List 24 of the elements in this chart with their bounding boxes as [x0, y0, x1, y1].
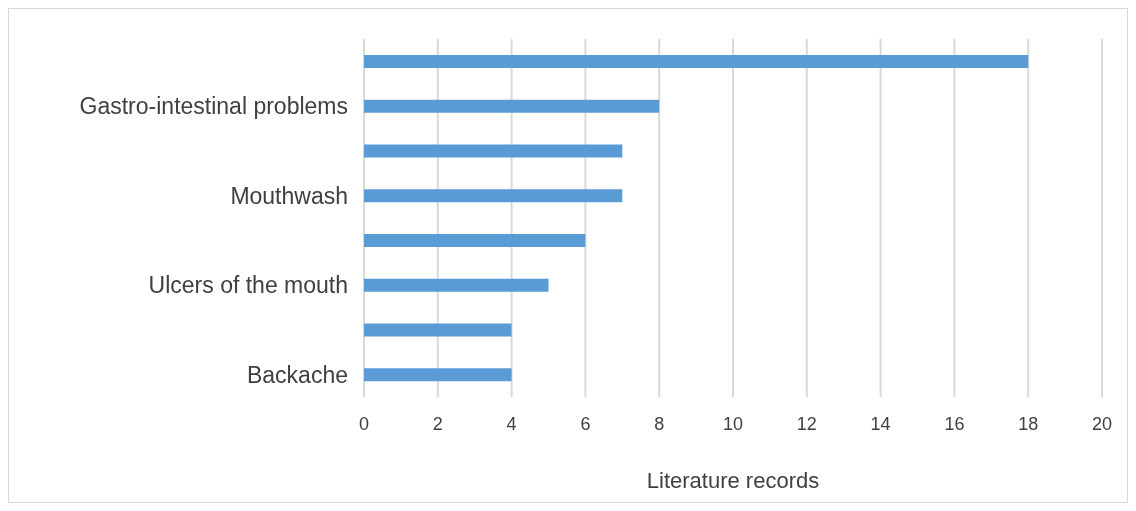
bar: [364, 55, 1029, 68]
x-tick-label: 6: [580, 413, 591, 434]
x-tick-label: 8: [654, 413, 665, 434]
x-axis-title: Literature records: [646, 468, 820, 493]
y-tick-label: Ulcers of the mouth: [148, 272, 348, 299]
bar: [364, 278, 549, 292]
bar: [364, 368, 512, 382]
x-tick-label: 10: [722, 413, 744, 434]
x-tick-label: 16: [944, 413, 965, 434]
x-tick-label: 4: [506, 413, 517, 434]
bar: [364, 234, 586, 247]
bar: [364, 99, 660, 113]
x-tick-label: 20: [1091, 413, 1113, 434]
x-tick-label: 14: [870, 413, 891, 434]
y-tick-label: Gastro-intestinal problems: [79, 93, 348, 120]
bar: [364, 144, 623, 158]
bar: [364, 189, 623, 203]
bar: [364, 323, 512, 337]
y-tick-label: Backache: [246, 361, 348, 388]
x-tick-label: 0: [358, 413, 370, 434]
x-tick-label: 12: [796, 413, 817, 434]
y-tick-label: Mouthwash: [230, 182, 348, 209]
x-tick-label: 2: [432, 413, 443, 434]
x-tick-label: 18: [1018, 413, 1039, 434]
